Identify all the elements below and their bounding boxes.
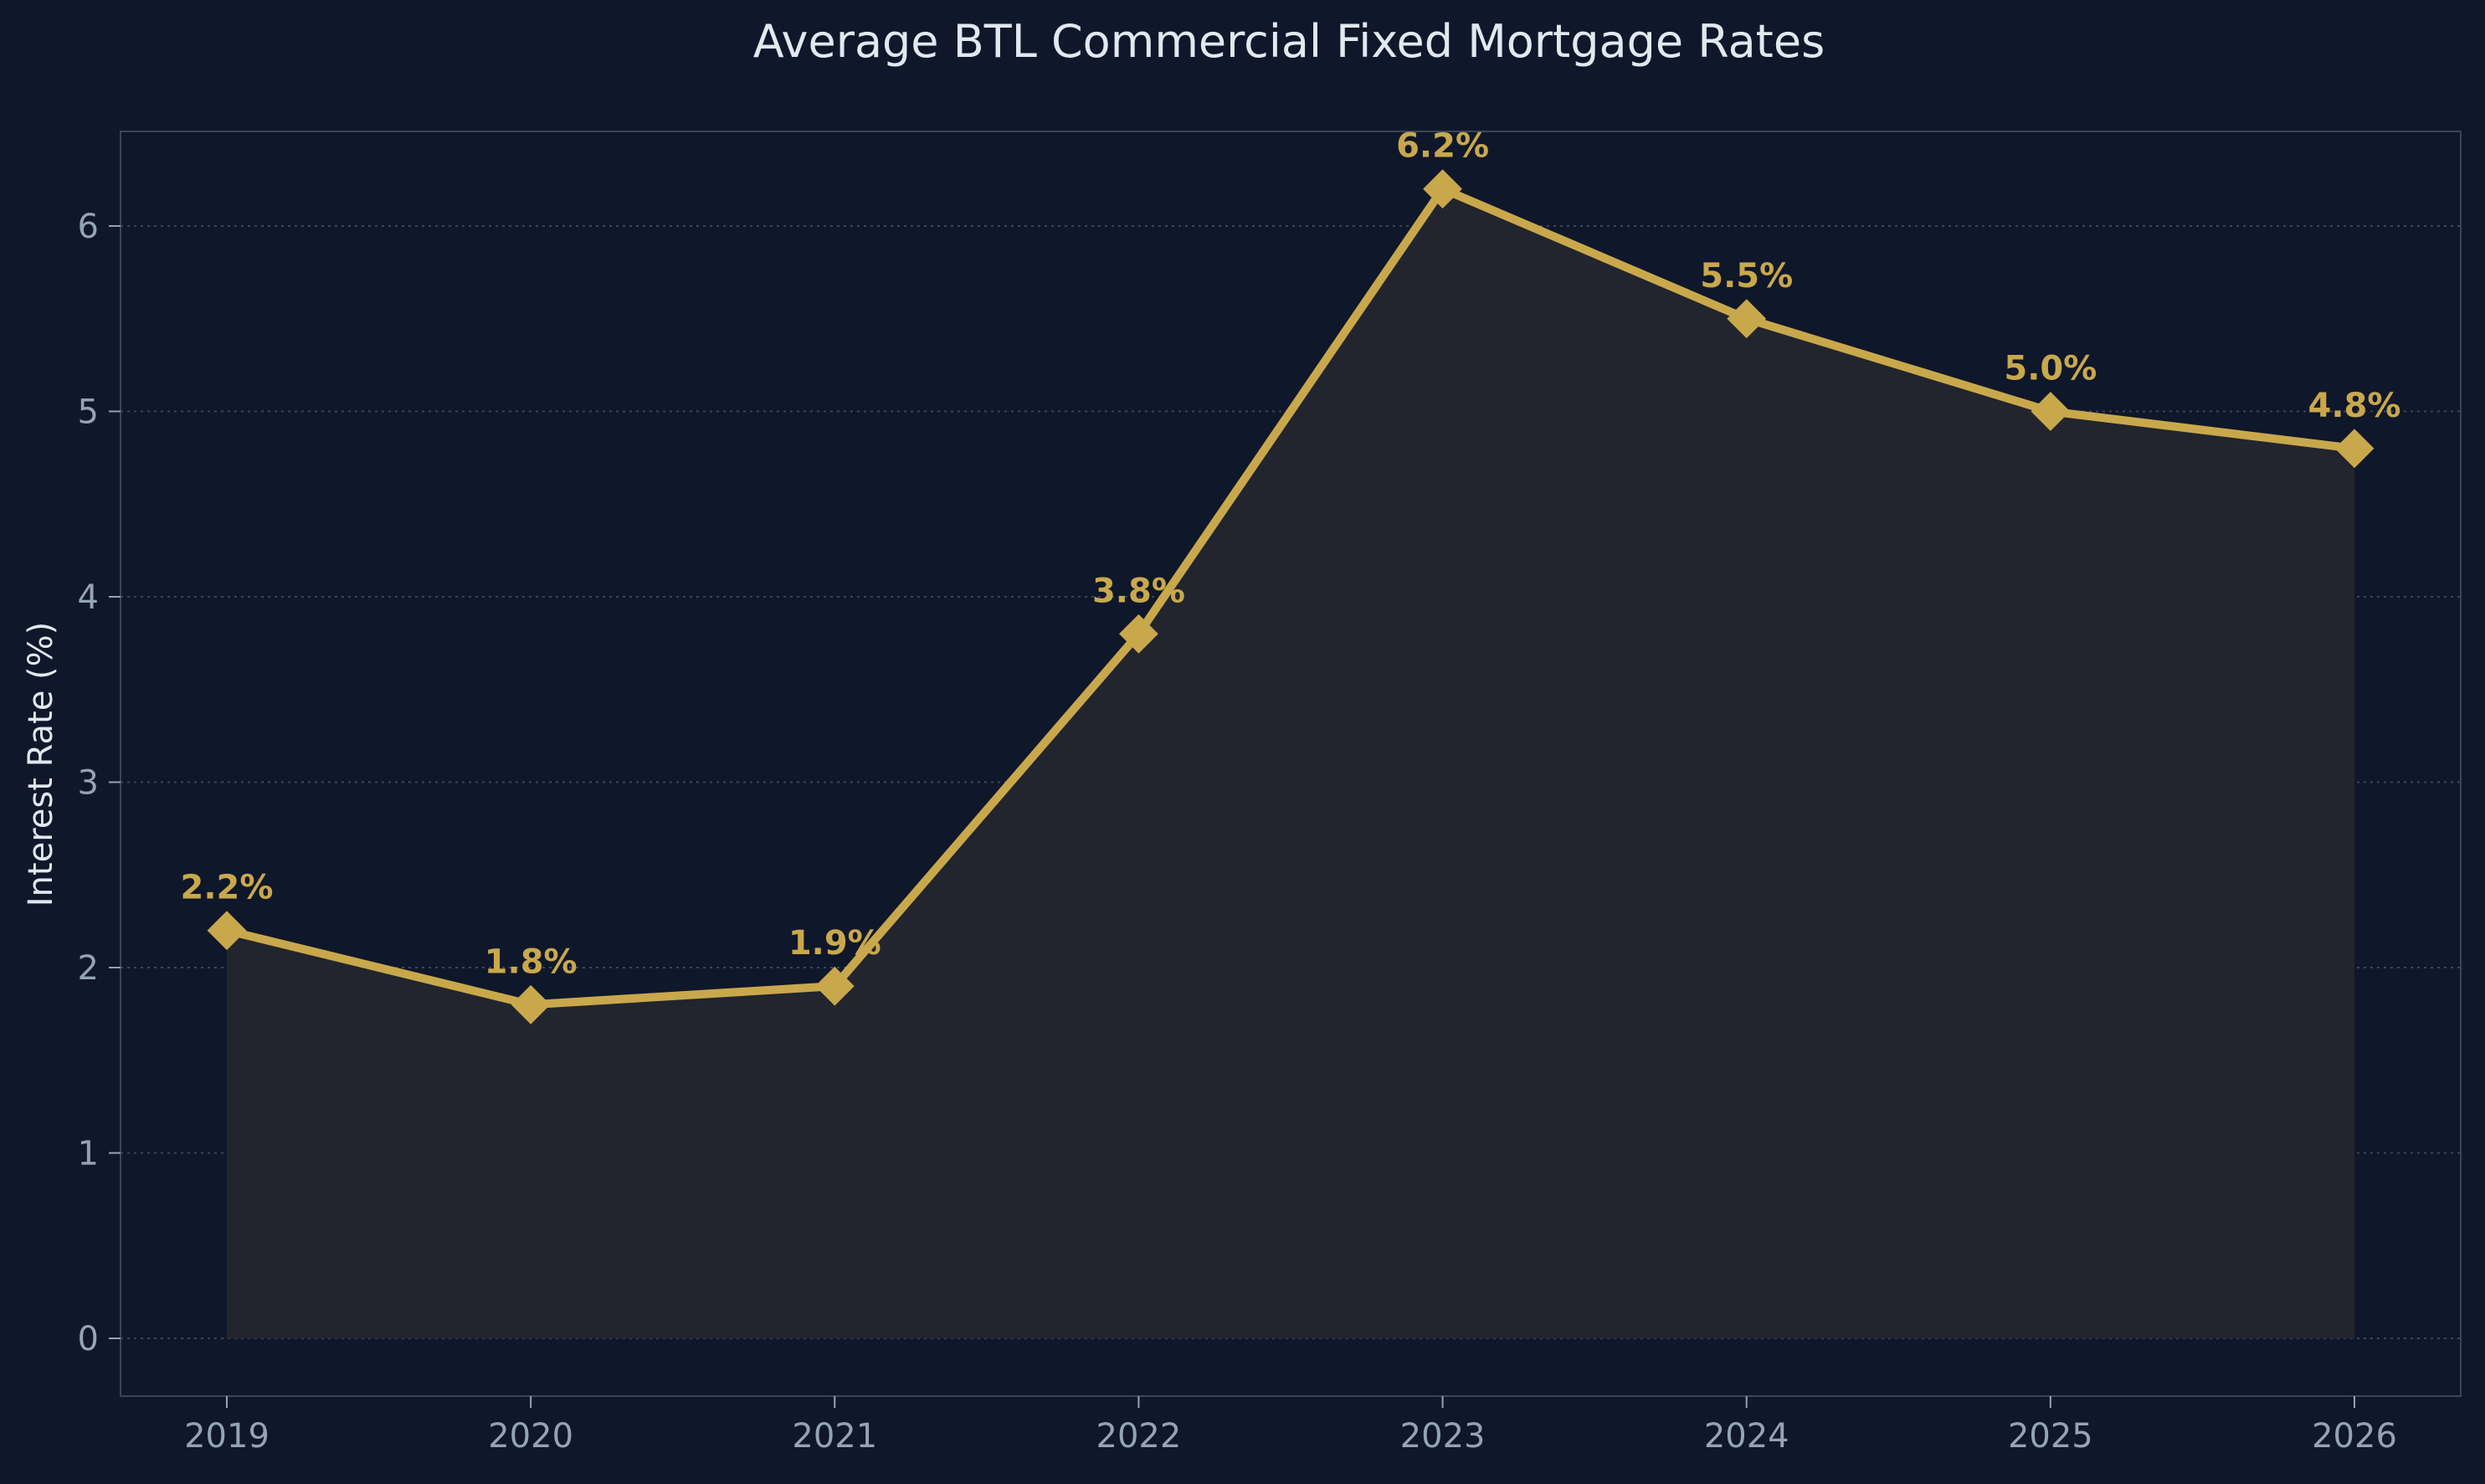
data-point-marker (1119, 614, 1158, 654)
data-label: 5.0% (2004, 350, 2097, 388)
area-fill (227, 188, 2354, 1339)
chart-title: Average BTL Commercial Fixed Mortgage Ra… (753, 15, 1825, 68)
data-label: 3.8% (1092, 572, 1185, 610)
data-point-marker (1423, 169, 1462, 209)
y-tick-label: 1 (78, 1135, 99, 1173)
x-tick-label: 2023 (1400, 1417, 1486, 1456)
data-point-marker (207, 911, 247, 951)
x-tick-label: 2026 (2312, 1417, 2397, 1456)
plot-frame (120, 131, 2462, 1397)
data-label: 5.5% (1700, 257, 1793, 295)
plot-area: 0 1 2 3 4 5 6 2019 2020 2021 2022 2023 2024 2025 2026 2… (78, 127, 2462, 1456)
data-label: 2.2% (181, 869, 274, 907)
y-tick-label: 2 (78, 949, 99, 988)
y-axis-label: Interest Rate (%) (22, 622, 60, 907)
data-point-marker (2031, 392, 2071, 431)
data-point-marker (814, 966, 855, 1006)
y-tick-label: 3 (78, 764, 99, 803)
data-point-marker (1727, 299, 1767, 339)
series-line (223, 184, 2359, 1009)
data-label: 1.8% (485, 942, 578, 981)
x-tick-label: 2025 (2008, 1417, 2093, 1456)
x-tick-label: 2020 (488, 1417, 573, 1456)
x-tick-label: 2019 (184, 1417, 270, 1456)
y-tick-label: 0 (78, 1320, 99, 1358)
data-point-marker (2334, 429, 2375, 469)
data-label: 6.2% (1396, 127, 1489, 166)
data-point-marker (511, 984, 551, 1024)
y-tick-label: 5 (78, 393, 99, 432)
data-label: 4.8% (2308, 387, 2401, 425)
y-tick-label: 4 (78, 578, 99, 617)
x-tick-label: 2022 (1096, 1417, 1182, 1456)
y-tick-label: 6 (78, 208, 99, 246)
data-label: 1.9% (788, 924, 881, 963)
x-tick-label: 2021 (792, 1417, 877, 1456)
x-tick-label: 2024 (1704, 1417, 1789, 1456)
